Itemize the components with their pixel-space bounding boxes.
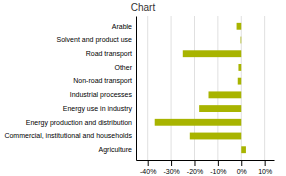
x-tick: 0% [237,160,247,175]
y-tick: Arable [112,23,132,30]
bars [155,23,246,153]
x-tick-mark [194,160,195,166]
x-tick-label: -30% [163,168,179,175]
y-tick-label: Non-road transport [73,77,132,85]
y-tick-label: Other [114,64,132,71]
x-tick: -30% [163,160,179,175]
grid-line [147,16,148,160]
x-tick-label: -20% [187,168,203,175]
bar [237,23,242,30]
bar [190,133,241,140]
y-axis-line [136,17,137,161]
y-tick: Agriculture [99,146,133,154]
y-tick: Solvent and product use [57,36,133,44]
y-tick: Energy production and distribution [26,119,132,127]
bar [183,50,241,57]
y-tick: Commercial, institutional and households [4,132,132,139]
x-tick-label: 10% [258,168,272,175]
x-tick-mark [265,160,266,166]
x-tick-label: -10% [210,168,226,175]
grid [148,16,265,160]
x-axis: -40% -30% -20% -10% 0% 10% [137,160,275,175]
bar [199,105,241,112]
x-tick: -40% [140,160,156,175]
chart-svg: Chart -40% -30% -20% -10% 0% 10% Arable Solvent … [0,0,286,176]
title: Chart [131,2,156,13]
y-tick-label: Solvent and product use [57,36,133,44]
x-tick-mark [148,160,149,166]
bar [241,146,246,153]
x-tick: -10% [210,160,226,175]
y-tick: Industrial processes [70,91,133,99]
y-tick-label: Commercial, institutional and households [4,132,132,139]
y-tick-label: Industrial processes [70,91,133,99]
x-tick-mark [171,160,172,166]
x-tick-label: 0% [237,168,247,175]
bar [240,37,242,44]
y-tick: Non-road transport [73,77,132,85]
bar [155,119,242,126]
y-tick: Other [114,64,132,71]
x-tick-label: -40% [140,168,156,175]
y-tick: Road transport [86,50,132,58]
grid-line [264,16,265,160]
x-tick: 10% [258,160,272,175]
y-tick-label: Agriculture [99,146,133,154]
x-tick-mark [218,160,219,166]
bar [209,91,242,98]
x-axis-line [137,160,275,161]
chart-container: Chart -40% -30% -20% -10% 0% 10% Arable Solvent … [0,0,286,176]
bar [238,78,242,85]
x-tick-mark [241,160,242,166]
plot: -40% -30% -20% -10% 0% 10% Arable Solvent and p… [4,16,274,175]
y-tick-label: Arable [112,23,132,30]
y-tick: Energy use in industry [63,105,133,113]
grid-line [171,16,172,160]
y-tick-label: Road transport [86,50,132,58]
y-tick-label: Energy production and distribution [26,119,132,127]
y-tick-label: Energy use in industry [63,105,133,113]
y-axis: Arable Solvent and product use Road transp… [4,17,136,161]
bar [238,64,241,71]
x-tick: -20% [187,160,203,175]
